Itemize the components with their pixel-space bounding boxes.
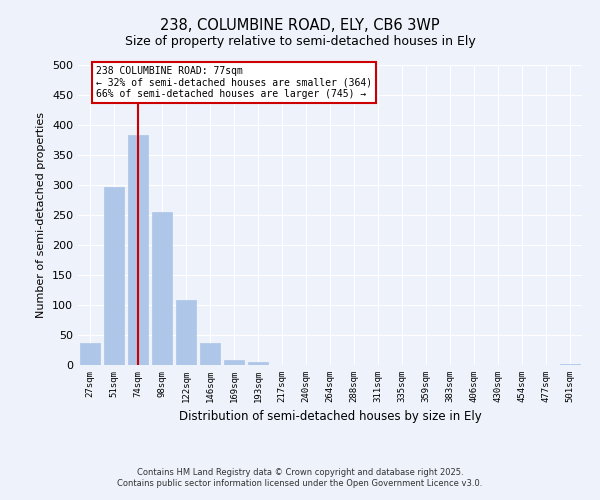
Text: Size of property relative to semi-detached houses in Ely: Size of property relative to semi-detach… [125,35,475,48]
Bar [224,360,244,365]
Text: Contains HM Land Registry data © Crown copyright and database right 2025.
Contai: Contains HM Land Registry data © Crown c… [118,468,482,487]
Bar [176,300,196,365]
Bar [560,364,580,365]
Bar [152,212,172,365]
Text: 238, COLUMBINE ROAD, ELY, CB6 3WP: 238, COLUMBINE ROAD, ELY, CB6 3WP [160,18,440,32]
Text: 238 COLUMBINE ROAD: 77sqm
← 32% of semi-detached houses are smaller (364)
66% of: 238 COLUMBINE ROAD: 77sqm ← 32% of semi-… [96,66,372,100]
Bar [104,188,124,365]
X-axis label: Distribution of semi-detached houses by size in Ely: Distribution of semi-detached houses by … [179,410,481,424]
Bar [128,134,148,365]
Bar [80,344,100,365]
Y-axis label: Number of semi-detached properties: Number of semi-detached properties [37,112,46,318]
Bar [248,362,268,365]
Bar [200,344,220,365]
